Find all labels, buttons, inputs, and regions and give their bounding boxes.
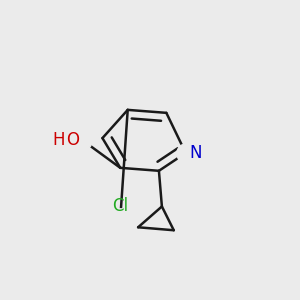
Text: Cl: Cl bbox=[112, 197, 128, 215]
Text: O: O bbox=[66, 130, 79, 148]
Text: N: N bbox=[189, 144, 202, 162]
Text: H: H bbox=[53, 130, 65, 148]
